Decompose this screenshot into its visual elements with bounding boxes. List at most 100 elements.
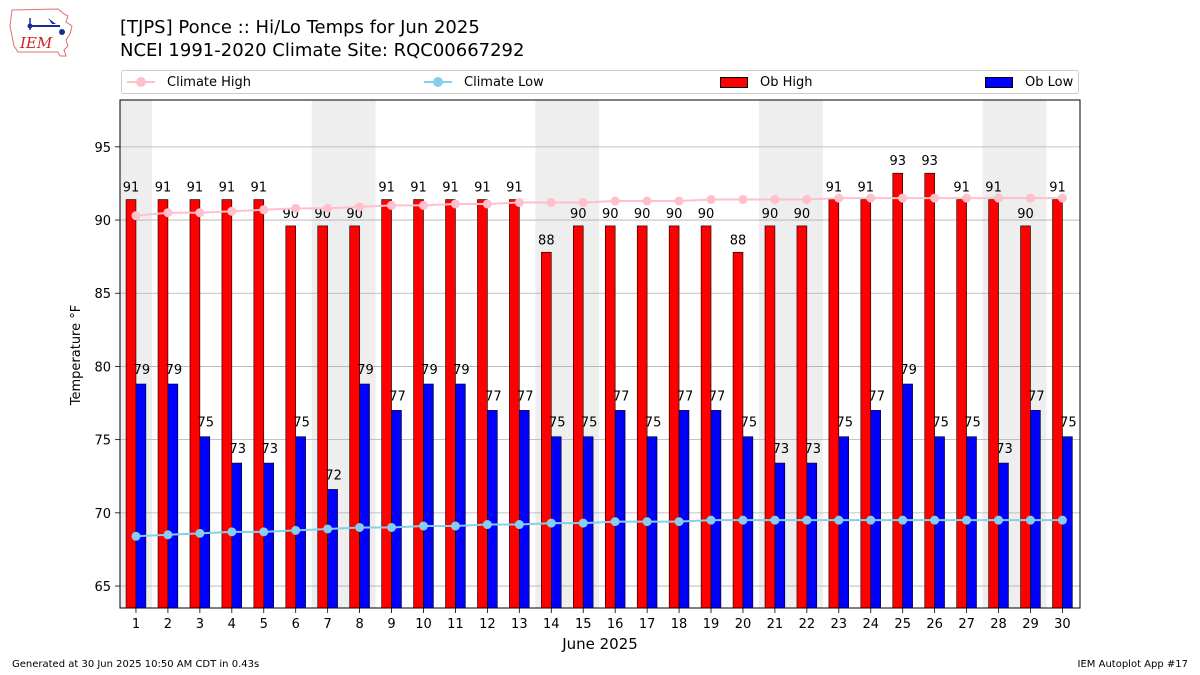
x-tick-label: 30 — [1054, 617, 1071, 632]
ob-low-bar — [998, 462, 1009, 609]
climate-low-point — [387, 522, 397, 532]
climate-low-point — [770, 515, 780, 525]
ob-high-value-label: 91 — [219, 181, 236, 196]
climate-low-point — [706, 515, 716, 525]
climate-low-point — [227, 527, 237, 537]
climate-low-line — [135, 519, 1063, 538]
ob-low-value-label: 73 — [261, 442, 278, 457]
ob-low-bar — [391, 410, 402, 609]
climate-high-swatch — [127, 77, 155, 87]
ob-low-value-label: 75 — [1060, 416, 1077, 431]
climate-high-point — [323, 203, 333, 213]
climate-high-point — [355, 202, 365, 212]
ob-high-bar — [413, 199, 424, 609]
ob-low-value-label: 73 — [773, 442, 790, 457]
ob-high-bar — [988, 199, 999, 609]
climate-high-point — [259, 205, 269, 215]
ob-high-bar — [125, 199, 137, 609]
ob-high-value-label: 88 — [538, 233, 555, 248]
ob-high-bar — [924, 172, 935, 609]
x-tick-label: 20 — [735, 617, 752, 632]
ob-high-value-label: 90 — [1017, 207, 1034, 222]
ob-low-swatch — [985, 76, 1013, 88]
y-tick-label: 75 — [94, 434, 111, 449]
ob-low-bar — [519, 410, 530, 609]
ob-low-value-label: 77 — [677, 389, 694, 404]
climate-high-point — [674, 196, 684, 206]
ob-high-bar — [1052, 199, 1063, 609]
x-tick-label: 22 — [799, 617, 816, 632]
iem-logo: IEM — [9, 8, 73, 57]
climate-low-point — [546, 518, 556, 528]
plot-frame — [119, 99, 1081, 609]
ob-high-value-label: 88 — [730, 233, 747, 248]
climate-high-point — [930, 193, 940, 203]
ob-low-value-label: 73 — [229, 442, 246, 457]
x-tick-label: 18 — [671, 617, 688, 632]
ob-high-bar — [349, 225, 360, 609]
climate-low-point — [482, 520, 492, 530]
ob-high-value-label: 91 — [1049, 181, 1066, 196]
ob-high-bar — [157, 199, 169, 609]
climate-high-line — [135, 197, 1063, 217]
x-tick-label: 14 — [543, 617, 560, 632]
ob-high-value-label: 91 — [953, 181, 970, 196]
climate-high-point — [546, 197, 556, 207]
climate-low-point — [418, 521, 428, 531]
ob-low-value-label: 79 — [134, 363, 151, 378]
climate-low-point — [642, 517, 652, 527]
climate-low-point — [514, 520, 524, 530]
x-tick-label: 7 — [324, 617, 332, 632]
x-tick-label: 8 — [355, 617, 363, 632]
climate-high-point — [450, 199, 460, 209]
ob-high-value-label: 91 — [826, 181, 843, 196]
ob-low-bar — [870, 410, 881, 609]
climate-high-point — [227, 206, 237, 216]
climate-low-point — [323, 524, 333, 534]
ob-low-bar — [167, 383, 179, 609]
x-tick-label: 16 — [607, 617, 624, 632]
climate-low-point — [163, 530, 173, 540]
climate-high-point — [610, 196, 620, 206]
ob-low-bar — [774, 462, 786, 609]
ob-low-bar — [135, 383, 147, 609]
ob-high-bar — [700, 225, 712, 609]
ob-low-bar — [1030, 410, 1041, 609]
x-tick-label: 1 — [132, 617, 140, 632]
ob-high-value-label: 90 — [698, 207, 715, 222]
ob-low-value-label: 75 — [932, 416, 949, 431]
ob-low-bar — [359, 383, 370, 609]
x-tick-label: 11 — [447, 617, 464, 632]
ob-high-value-label: 90 — [634, 207, 651, 222]
x-tick-label: 23 — [831, 617, 848, 632]
ob-high-bar — [796, 225, 808, 609]
ob-high-swatch — [720, 76, 748, 88]
x-tick-label: 5 — [260, 617, 268, 632]
climate-high-point — [418, 200, 428, 210]
climate-low-point — [994, 515, 1004, 525]
ob-low-value-label: 75 — [836, 416, 853, 431]
ob-high-value-label: 91 — [410, 181, 427, 196]
ob-high-value-label: 91 — [378, 181, 395, 196]
climate-high-point — [834, 193, 844, 203]
climate-low-point — [259, 527, 269, 537]
chart-title: [TJPS] Ponce :: Hi/Lo Temps for Jun 2025 — [120, 17, 480, 38]
y-tick-label: 65 — [94, 580, 111, 595]
ob-low-bar — [806, 462, 818, 609]
x-tick-label: 4 — [228, 617, 236, 632]
ob-high-value-label: 91 — [251, 181, 268, 196]
ob-low-value-label: 77 — [613, 389, 630, 404]
legend-label-climate-low: Climate Low — [464, 74, 544, 90]
ob-high-value-label: 91 — [442, 181, 459, 196]
x-tick-label: 17 — [639, 617, 656, 632]
climate-high-point — [706, 195, 716, 205]
ob-low-value-label: 79 — [166, 363, 183, 378]
climate-high-point — [1025, 193, 1035, 203]
climate-high-point — [578, 197, 588, 207]
ob-low-value-label: 77 — [1028, 389, 1045, 404]
ob-high-value-label: 93 — [889, 154, 906, 169]
legend-label-climate-high: Climate High — [167, 74, 252, 90]
y-tick-label: 70 — [94, 507, 111, 522]
climate-low-point — [674, 517, 684, 527]
x-tick-label: 15 — [575, 617, 592, 632]
